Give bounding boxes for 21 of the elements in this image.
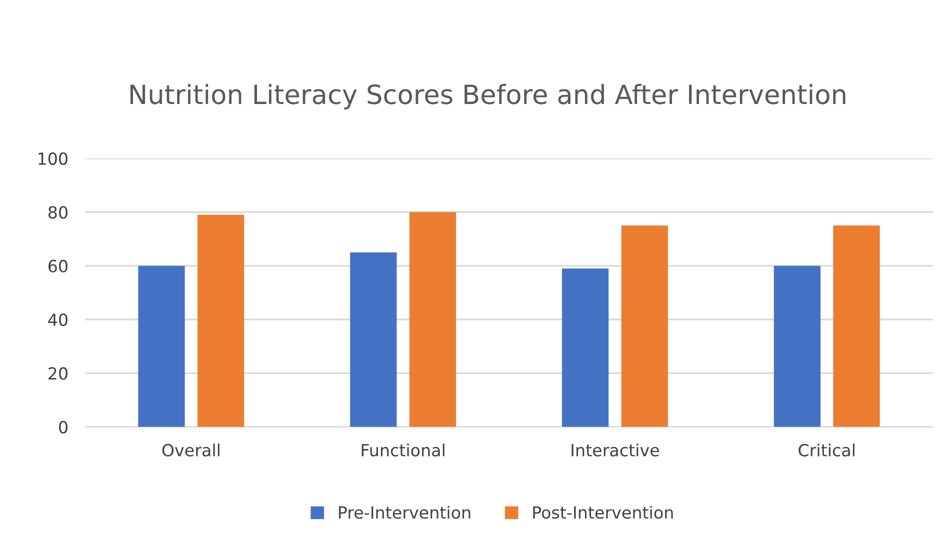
bar	[774, 266, 820, 427]
y-tick-label: 80	[48, 206, 68, 219]
bar	[350, 252, 397, 427]
chart-title: Nutrition Literacy Scores Before and After Intervention	[130, 84, 846, 110]
y-tick-label: 100	[38, 152, 68, 165]
legend-label: Post-Intervention	[533, 506, 673, 519]
bar	[198, 214, 244, 427]
y-tick-label: 60	[48, 260, 68, 272]
x-tick-label: Critical	[798, 444, 854, 456]
y-tick-label: 40	[48, 313, 68, 326]
bar	[138, 266, 185, 427]
x-tick-label: Interactive	[572, 444, 659, 456]
bar	[409, 212, 456, 427]
y-tick-label: 0	[59, 420, 68, 434]
legend-label: Pre-Intervention	[338, 506, 470, 519]
x-tick-label: Functional	[362, 444, 444, 456]
x-tick-label: Overall	[162, 444, 220, 456]
bar	[833, 226, 880, 427]
bar	[562, 268, 609, 427]
y-tick-label: 20	[48, 367, 68, 380]
bar	[621, 226, 668, 427]
